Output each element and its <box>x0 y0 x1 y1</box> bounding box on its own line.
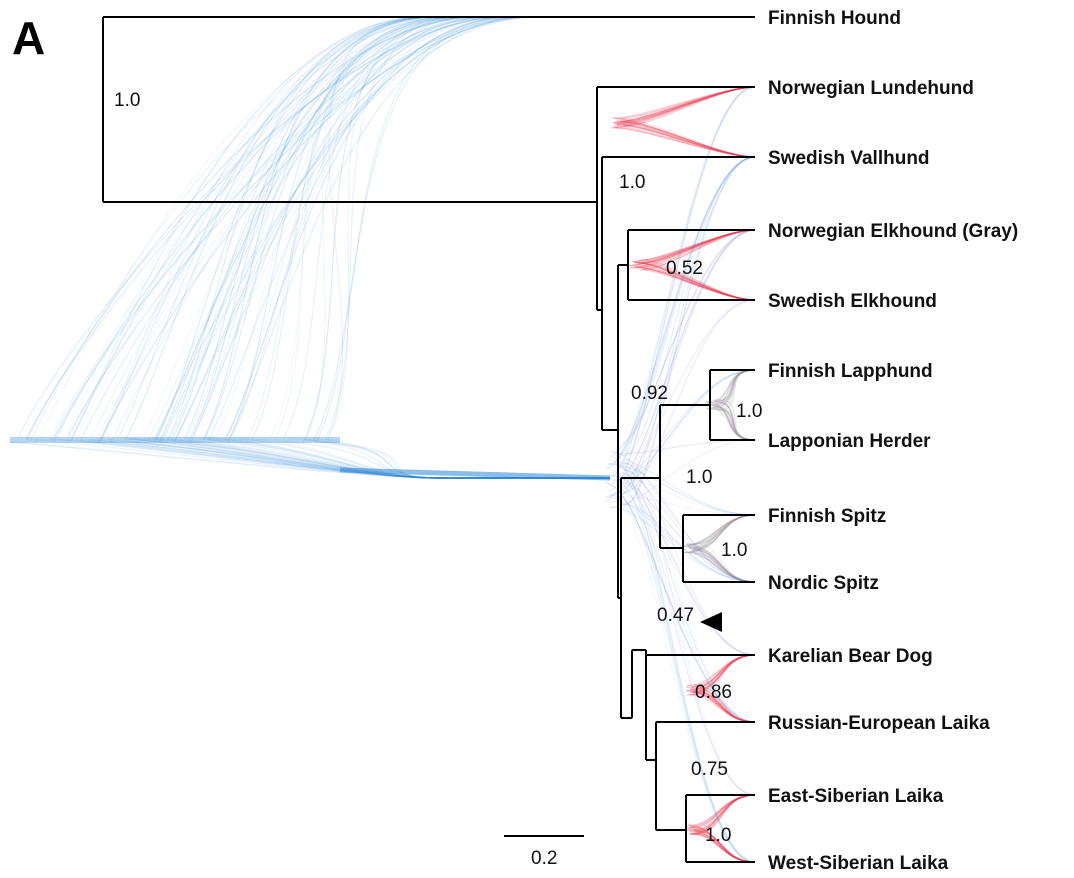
support-value: 1.0 <box>619 172 645 193</box>
cloud-curve <box>205 17 755 439</box>
taxon-labels: Finnish Hound Norwegian Lundehund Swedis… <box>768 8 1018 874</box>
cloud-curve <box>327 17 755 440</box>
support-value: 0.47 <box>657 605 694 626</box>
support-value: 1.0 <box>721 540 747 561</box>
cloud-curve <box>284 17 755 437</box>
support-value: 0.52 <box>666 258 703 279</box>
taxon-label: Karelian Bear Dog <box>768 646 933 667</box>
densitree-cloud <box>10 17 755 862</box>
cloud-curve <box>617 477 755 655</box>
panel-label: A <box>12 12 45 64</box>
cloud-curve <box>156 17 755 440</box>
support-value: 0.92 <box>631 383 668 404</box>
taxon-label: Finnish Hound <box>768 8 901 29</box>
support-value: 1.0 <box>736 401 762 422</box>
taxon-label: Swedish Vallhund <box>768 148 930 169</box>
taxon-label: Lapponian Herder <box>768 431 931 452</box>
taxon-label: Norwegian Lundehund <box>768 78 974 99</box>
taxon-label: Russian-European Laika <box>768 713 990 734</box>
taxon-label: Finnish Lapphund <box>768 361 933 382</box>
scale-bar-label: 0.2 <box>531 848 557 869</box>
taxon-label: Norwegian Elkhound (Gray) <box>768 221 1018 242</box>
cloud-curve <box>327 17 755 441</box>
taxon-label: Nordic Spitz <box>768 573 879 594</box>
support-value: 0.86 <box>695 682 732 703</box>
cloud-curve <box>615 128 755 157</box>
cloud-curve <box>623 157 755 506</box>
support-value: 1.0 <box>686 467 712 488</box>
cloud-curve <box>252 17 755 440</box>
support-value: 1.0 <box>705 825 731 846</box>
taxon-label: Swedish Elkhound <box>768 291 937 312</box>
support-value: 1.0 <box>114 90 140 111</box>
cloud-curve <box>232 17 755 437</box>
taxon-label: East-Siberian Laika <box>768 786 944 807</box>
taxon-label: West-Siberian Laika <box>768 853 949 874</box>
cloud-curve <box>101 17 755 441</box>
cloud-curve <box>27 17 755 439</box>
taxon-label: Finnish Spitz <box>768 506 886 527</box>
cloud-curve <box>614 127 755 157</box>
cloud-curve <box>97 17 755 438</box>
support-value: 0.75 <box>691 759 728 780</box>
